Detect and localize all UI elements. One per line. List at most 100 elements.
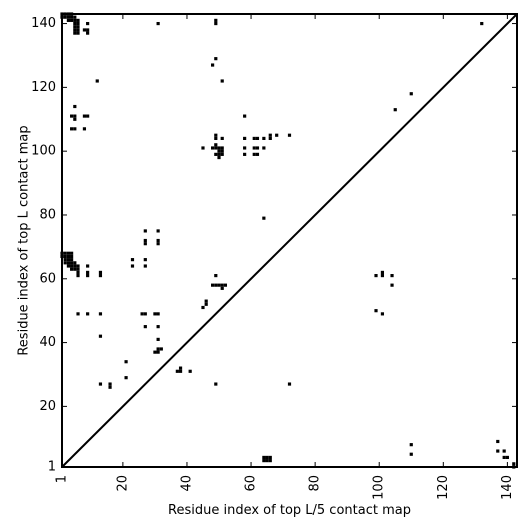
contact-point bbox=[153, 312, 157, 316]
contact-point bbox=[95, 79, 99, 83]
contact-point bbox=[73, 28, 77, 32]
contact-point bbox=[73, 21, 77, 26]
contact-point bbox=[390, 274, 394, 278]
contact-point bbox=[505, 455, 509, 460]
contact-point bbox=[265, 459, 269, 463]
contact-point bbox=[390, 283, 394, 287]
contact-point bbox=[63, 15, 67, 19]
contact-point bbox=[98, 334, 103, 338]
contact-point bbox=[255, 136, 260, 140]
contact-point bbox=[217, 146, 221, 150]
y-tick-label: 100 bbox=[31, 144, 56, 159]
contact-point bbox=[409, 443, 413, 447]
contact-point bbox=[217, 283, 221, 287]
contact-point bbox=[108, 385, 112, 389]
contact-point bbox=[98, 382, 103, 386]
contact-point bbox=[86, 21, 90, 26]
contact-point bbox=[217, 155, 221, 160]
contact-point bbox=[496, 439, 500, 444]
contact-point bbox=[70, 127, 74, 131]
contact-point bbox=[76, 274, 80, 278]
contact-point bbox=[268, 136, 272, 140]
contact-point bbox=[220, 136, 224, 140]
contact-point bbox=[66, 264, 70, 268]
contact-point bbox=[374, 309, 378, 313]
contact-point bbox=[262, 146, 266, 150]
contact-point bbox=[156, 21, 160, 26]
contact-point bbox=[66, 254, 70, 259]
contact-point bbox=[287, 133, 292, 137]
y-tick-label: 80 bbox=[39, 207, 56, 222]
contact-point bbox=[70, 114, 74, 118]
contact-point bbox=[73, 261, 77, 265]
contact-point bbox=[86, 270, 90, 274]
contact-point bbox=[63, 258, 67, 262]
contact-point bbox=[73, 18, 77, 22]
contact-point bbox=[86, 31, 90, 35]
contact-point bbox=[140, 312, 144, 316]
contact-point bbox=[76, 21, 80, 26]
contact-point bbox=[265, 455, 269, 460]
contact-point bbox=[380, 270, 385, 274]
contact-point bbox=[220, 286, 224, 290]
contact-point bbox=[156, 229, 160, 233]
contact-point bbox=[66, 251, 70, 255]
contact-point bbox=[262, 136, 266, 140]
contact-point bbox=[73, 117, 77, 121]
contact-point bbox=[143, 312, 147, 316]
y-tick-label: 20 bbox=[39, 399, 56, 414]
contact-point bbox=[156, 337, 160, 341]
x-tick-label: 20 bbox=[115, 475, 130, 492]
contact-point bbox=[73, 104, 77, 109]
y-axis-label: Residue index of top L contact map bbox=[17, 125, 32, 355]
x-tick-label: 1 bbox=[55, 475, 70, 483]
contact-point bbox=[214, 18, 218, 22]
contact-point bbox=[73, 25, 77, 29]
x-tick-label: 140 bbox=[500, 475, 515, 500]
contact-point bbox=[214, 283, 218, 287]
contact-point bbox=[143, 264, 147, 268]
contact-point bbox=[143, 325, 147, 329]
contact-point bbox=[255, 152, 260, 156]
contact-point bbox=[214, 21, 218, 26]
contact-point bbox=[70, 261, 74, 265]
contact-point bbox=[220, 149, 224, 153]
contact-point bbox=[409, 92, 413, 96]
contact-point bbox=[287, 382, 292, 386]
contact-point bbox=[70, 267, 74, 271]
contact-point bbox=[73, 114, 77, 118]
x-tick-label: 120 bbox=[436, 475, 451, 500]
diagonal-line bbox=[61, 13, 518, 468]
contact-point bbox=[76, 28, 80, 32]
contact-point bbox=[73, 264, 77, 268]
contact-point bbox=[86, 312, 90, 316]
contact-point bbox=[73, 267, 77, 271]
contact-point bbox=[156, 347, 160, 351]
contact-point bbox=[70, 251, 74, 255]
contact-point bbox=[214, 382, 218, 386]
contact-point bbox=[243, 152, 247, 156]
contact-point bbox=[63, 254, 67, 259]
contact-point bbox=[512, 462, 516, 466]
contact-point bbox=[156, 312, 160, 316]
contact-point bbox=[98, 312, 103, 316]
contact-point bbox=[175, 369, 179, 373]
contact-point bbox=[86, 28, 90, 32]
contact-point bbox=[220, 152, 224, 156]
contact-point bbox=[268, 133, 272, 137]
contact-point bbox=[76, 25, 80, 29]
contact-point bbox=[502, 455, 506, 460]
contact-point bbox=[63, 251, 67, 255]
contact-point bbox=[82, 28, 87, 32]
contact-point bbox=[480, 21, 484, 26]
contact-point bbox=[211, 63, 215, 67]
contact-point bbox=[380, 312, 385, 316]
y-tick-label: 1 bbox=[48, 460, 56, 475]
contact-point bbox=[66, 261, 70, 265]
contact-point bbox=[214, 57, 218, 61]
contact-point bbox=[204, 299, 208, 303]
contact-point bbox=[143, 258, 147, 262]
contact-point bbox=[268, 455, 272, 460]
contact-point bbox=[262, 216, 266, 220]
